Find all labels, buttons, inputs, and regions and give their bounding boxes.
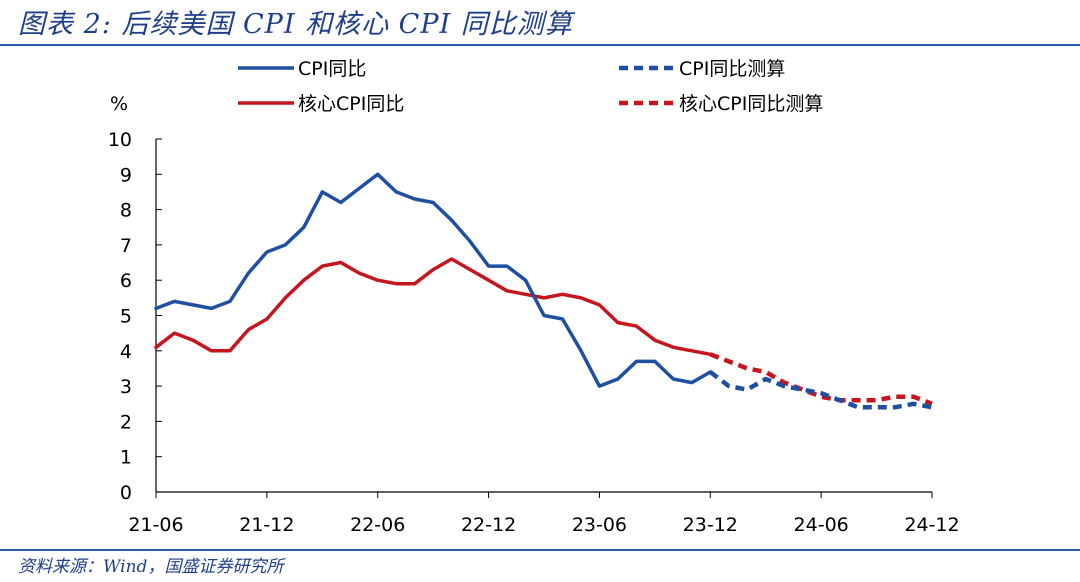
y-tick-label: 9 [120, 164, 132, 186]
y-tick-label: 6 [120, 270, 132, 292]
y-tick-label: 5 [120, 306, 132, 328]
source-note: 资料来源：Wind，国盛证券研究所 [18, 557, 284, 577]
x-tick-label: 21-06 [128, 514, 183, 536]
x-tick-label: 23-06 [572, 514, 627, 536]
bottom-rule [0, 549, 1080, 551]
x-tick-label: 22-12 [461, 514, 516, 536]
series-line-0 [154, 172, 713, 388]
y-tick-label: 4 [120, 341, 132, 363]
figure-title: 图表 2: 后续美国 CPI 和核心 CPI 同比测算 [18, 9, 573, 40]
legend-label-1: 核心CPI同比 [298, 93, 404, 115]
x-tick-label: 21-12 [239, 514, 294, 536]
y-tick-label: 10 [108, 129, 132, 151]
y-tick-label: 3 [120, 376, 132, 398]
x-tick-label: 24-06 [794, 514, 849, 536]
y-tick-label: 0 [120, 482, 132, 504]
y-tick-label: 7 [120, 235, 132, 257]
series-line-3 [709, 352, 933, 406]
top-rule [0, 44, 1080, 46]
axes: 0 1 2 3 4 5 6 7 8 9 10% 21-06 21-12 22-06 22-12 23-06 23… [108, 93, 960, 536]
y-tick-label: 1 [120, 447, 132, 469]
y-tick-label: 2 [120, 411, 132, 433]
legend-label-2: CPI同比测算 [679, 58, 785, 80]
y-tick-label: 8 [120, 200, 132, 222]
x-tick-label: 22-06 [350, 514, 405, 536]
y-axis-label: % [110, 93, 128, 115]
x-tick-label: 23-12 [683, 514, 738, 536]
series-line-2 [708, 370, 933, 410]
x-tick-label: 24-12 [904, 514, 959, 536]
series-line-1 [154, 257, 713, 357]
legend-label-0: CPI同比 [298, 58, 366, 80]
series-layer [154, 172, 933, 410]
legend-label-3: 核心CPI同比测算 [679, 93, 823, 115]
